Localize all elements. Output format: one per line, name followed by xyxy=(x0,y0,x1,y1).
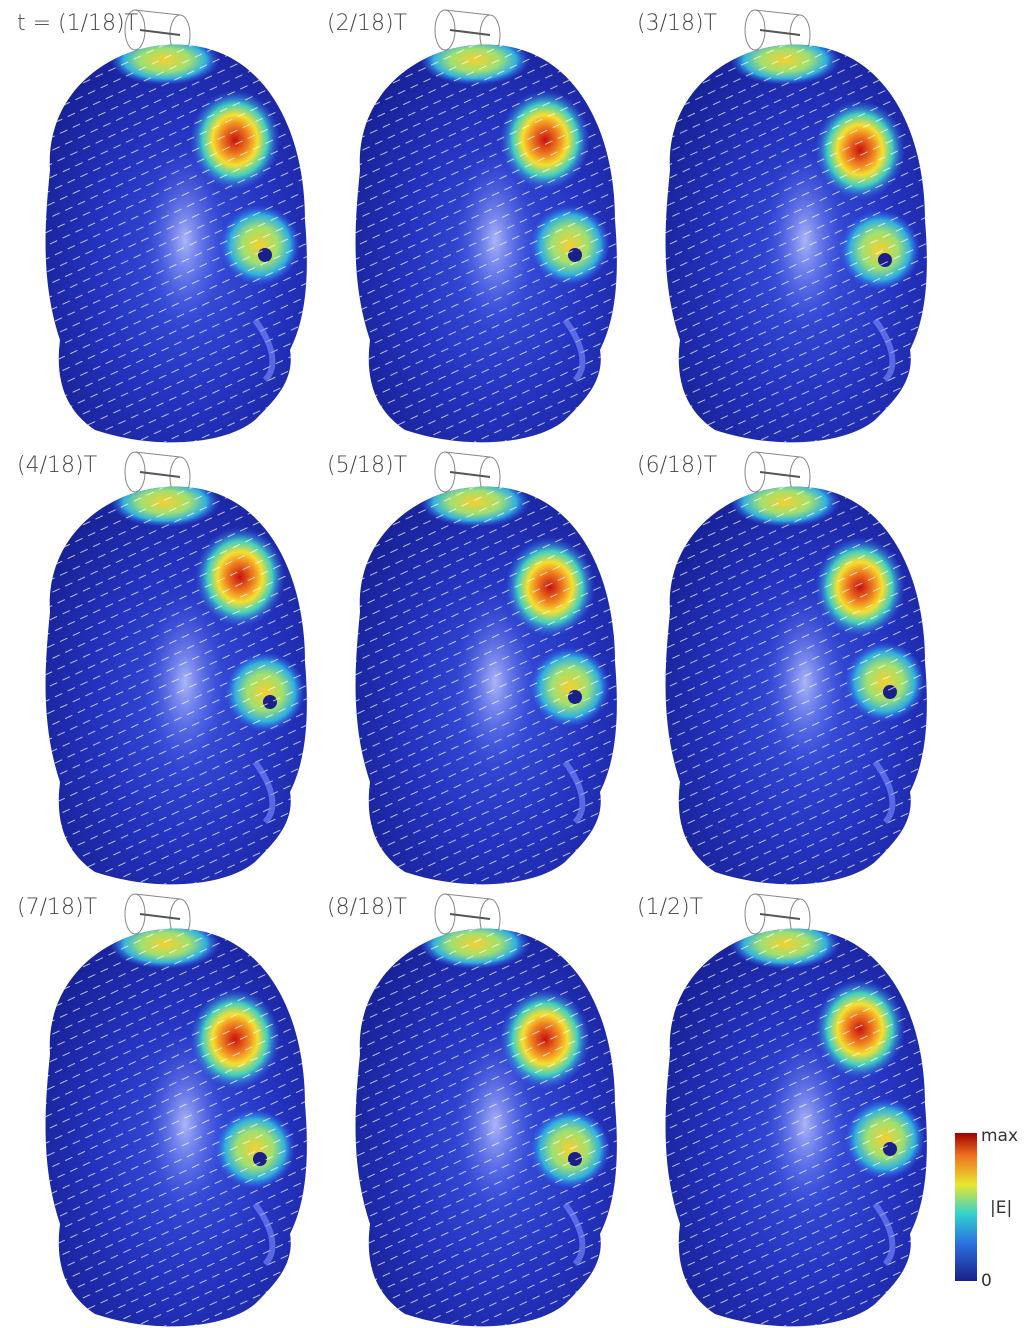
head-field xyxy=(355,44,617,443)
field-arrows xyxy=(665,928,927,1327)
nose xyxy=(252,1202,276,1267)
colorbar-max: max xyxy=(981,1126,1018,1146)
head xyxy=(45,486,307,885)
nose xyxy=(562,760,586,825)
nose xyxy=(872,1202,896,1267)
panel: (2/18)T xyxy=(327,9,617,443)
head-field xyxy=(665,486,927,885)
field-arrows xyxy=(355,928,617,1327)
panel-label: (1/2)T xyxy=(637,895,703,920)
nose xyxy=(252,760,276,825)
head-field xyxy=(355,486,617,885)
head xyxy=(45,928,307,1327)
panel: (4/18)T xyxy=(17,451,307,885)
nose xyxy=(562,318,586,383)
coil-axis xyxy=(759,29,801,36)
coil-axis xyxy=(759,471,801,478)
head xyxy=(665,486,927,885)
head xyxy=(355,486,617,885)
colorbar-scale xyxy=(955,1133,977,1281)
coil-axis xyxy=(139,471,181,478)
head xyxy=(665,928,927,1327)
colorbar: max |E| 0 xyxy=(955,1126,1018,1291)
field-arrows xyxy=(355,44,617,443)
panel-label: (4/18)T xyxy=(17,453,97,478)
panel: t = (1/18)T xyxy=(17,9,307,443)
nose xyxy=(252,318,276,383)
nose xyxy=(872,318,896,383)
coil-axis xyxy=(449,29,491,36)
head-field xyxy=(665,44,927,443)
nose xyxy=(562,1202,586,1267)
colorbar-quantity: |E| xyxy=(990,1198,1012,1218)
panel-label: (5/18)T xyxy=(327,453,407,478)
nose xyxy=(872,760,896,825)
head xyxy=(665,44,927,443)
panel: (7/18)T xyxy=(17,893,307,1327)
coil-axis xyxy=(139,913,181,920)
panel: (3/18)T xyxy=(637,9,927,443)
coil-axis xyxy=(139,29,181,36)
field-arrows xyxy=(665,486,927,885)
head-field xyxy=(355,928,617,1327)
colorbar-zero: 0 xyxy=(981,1271,992,1291)
panel: (1/2)T xyxy=(637,893,927,1327)
panels: t = (1/18)T (2/18)T (3/18)T (4/18)T (5/18)T (… xyxy=(17,9,927,1327)
head-field xyxy=(665,928,927,1327)
field-arrows xyxy=(45,928,307,1327)
panel-label: (2/18)T xyxy=(327,11,407,36)
head-field xyxy=(45,44,307,443)
panel: (6/18)T xyxy=(637,451,927,885)
field-arrows xyxy=(45,44,307,443)
head-field xyxy=(45,486,307,885)
panel-label: (7/18)T xyxy=(17,895,97,920)
field-arrows xyxy=(45,486,307,885)
panel-label: (3/18)T xyxy=(637,11,717,36)
head xyxy=(355,928,617,1327)
coil-axis xyxy=(759,913,801,920)
coil-axis xyxy=(449,471,491,478)
head xyxy=(45,44,307,443)
head-field xyxy=(45,928,307,1327)
field-arrows xyxy=(355,486,617,885)
panel-label: t = (1/18)T xyxy=(17,11,138,36)
panel: (8/18)T xyxy=(327,893,617,1327)
panel-label: (6/18)T xyxy=(637,453,717,478)
coil-axis xyxy=(449,913,491,920)
field-arrows xyxy=(665,44,927,443)
panel-label: (8/18)T xyxy=(327,895,407,920)
panel: (5/18)T xyxy=(327,451,617,885)
head xyxy=(355,44,617,443)
